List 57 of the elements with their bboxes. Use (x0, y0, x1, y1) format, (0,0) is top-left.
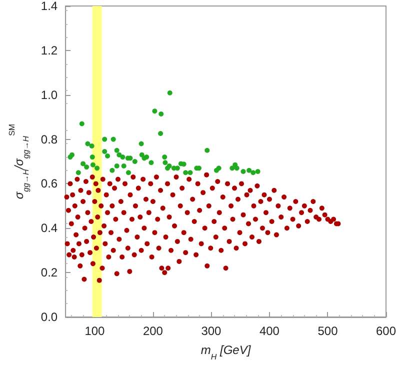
point (158, 131, 164, 136)
point (89, 143, 94, 148)
point (114, 163, 120, 168)
y-tick-label: 1.0 (40, 88, 58, 102)
point (152, 108, 158, 114)
x-tick-label: 100 (84, 324, 106, 338)
point (188, 170, 193, 176)
y-tick-label: 0.6 (40, 176, 58, 191)
point (138, 141, 144, 146)
y-tick-label: 0.0 (40, 310, 58, 324)
point (148, 160, 154, 166)
point (79, 121, 84, 126)
point (110, 168, 115, 173)
y-tick-label: 1.2 (40, 43, 58, 58)
y-axis-title: σgg→H/σgg→HSM (8, 124, 30, 200)
point (246, 168, 252, 173)
point (234, 166, 240, 171)
point (90, 154, 95, 160)
point (84, 164, 90, 170)
x-tick-label: 600 (376, 324, 396, 338)
y-tick-label: 1.4 (40, 0, 58, 13)
point (204, 148, 210, 153)
point (126, 170, 131, 176)
point (105, 153, 110, 158)
point (158, 111, 164, 116)
y-tick-label: 0.8 (40, 132, 58, 146)
point (90, 162, 96, 168)
point (255, 169, 260, 174)
point (76, 170, 81, 176)
point (114, 148, 120, 153)
x-tick-label: 400 (259, 324, 280, 338)
point (162, 154, 168, 160)
point (216, 166, 222, 171)
point (102, 136, 108, 142)
point (250, 170, 256, 176)
point (85, 141, 90, 146)
y-tick-label: 0.2 (40, 266, 58, 280)
point (94, 166, 100, 171)
point (183, 170, 188, 176)
point (167, 90, 172, 96)
point (69, 152, 74, 158)
point (132, 159, 138, 164)
point (116, 152, 122, 158)
point (102, 149, 108, 154)
point (240, 169, 246, 174)
x-tick-label: 300 (201, 324, 222, 338)
x-tick-label: 200 (142, 324, 164, 338)
point (162, 160, 168, 166)
point (121, 163, 126, 168)
point (110, 136, 116, 142)
point (80, 161, 86, 166)
y-tick-label: 0.4 (40, 221, 58, 236)
point (120, 154, 126, 160)
x-tick-label: 500 (318, 324, 338, 338)
point (166, 163, 172, 168)
point (144, 154, 150, 160)
point (230, 166, 235, 171)
